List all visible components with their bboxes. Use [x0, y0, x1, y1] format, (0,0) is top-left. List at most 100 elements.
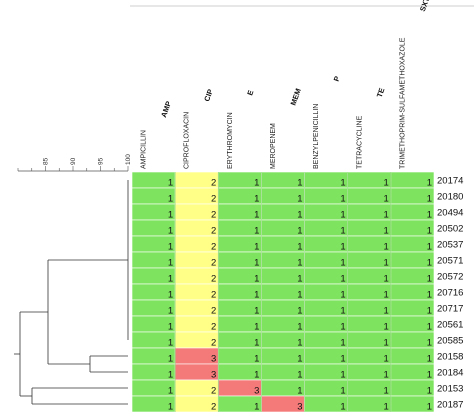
cell-value: 1	[297, 210, 302, 221]
cell-value: 1	[427, 194, 432, 205]
cell-value: 3	[211, 370, 216, 381]
cell-value: 1	[427, 402, 432, 413]
cell-value: 1	[340, 386, 345, 397]
cell-value: 1	[384, 242, 389, 253]
cell-value: 1	[254, 338, 259, 349]
cell-value: 1	[168, 386, 173, 397]
cell-value: 1	[168, 258, 173, 269]
cell-value: 1	[340, 210, 345, 221]
axis-tick-label: 95	[98, 157, 105, 165]
isolate-label: 20572	[437, 272, 463, 283]
cell-value: 1	[340, 290, 345, 301]
cell-value: 1	[297, 322, 302, 333]
cell-value: 1	[384, 226, 389, 237]
cell-value: 1	[168, 242, 173, 253]
cell-value: 1	[254, 274, 259, 285]
cell-value: 1	[254, 178, 259, 189]
antibiotic-abbreviation: MEM	[289, 87, 303, 107]
cell-value: 1	[384, 322, 389, 333]
cell-value: 1	[427, 386, 432, 397]
cell-value: 3	[297, 402, 302, 413]
cell-value: 1	[254, 194, 259, 205]
cell-value: 1	[427, 370, 432, 381]
cell-value: 1	[297, 242, 302, 253]
cell-value: 1	[340, 178, 345, 189]
cell-value: 1	[254, 226, 259, 237]
cell-value: 1	[384, 274, 389, 285]
isolate-label: 20180	[437, 192, 463, 203]
isolate-label: 20571	[437, 256, 463, 267]
isolate-label: 20585	[437, 336, 463, 347]
isolate-label: 20153	[437, 384, 463, 395]
cell-value: 1	[297, 290, 302, 301]
cell-value: 1	[168, 226, 173, 237]
cell-value: 2	[211, 178, 216, 189]
cell-value: 2	[211, 306, 216, 317]
cell-value: 1	[384, 402, 389, 413]
cell-value: 1	[427, 242, 432, 253]
cell-value: 1	[254, 322, 259, 333]
cell-value: 1	[340, 274, 345, 285]
cell-value: 1	[427, 290, 432, 301]
isolate-label: 20184	[437, 368, 463, 379]
cell-value: 1	[384, 178, 389, 189]
isolate-label: 20537	[437, 240, 463, 251]
cell-value: 1	[254, 306, 259, 317]
cell-value: 2	[211, 210, 216, 221]
axis-tick-label: 90	[70, 157, 77, 165]
cell-value: 1	[427, 226, 432, 237]
antibiotic-abbreviation: AMP	[159, 100, 173, 119]
cell-value: 1	[427, 354, 432, 365]
cell-value: 1	[427, 322, 432, 333]
cell-value: 1	[427, 258, 432, 269]
antibiotic-name: MEROPENEM	[270, 123, 277, 169]
cell-value: 1	[384, 370, 389, 381]
cell-value: 1	[384, 290, 389, 301]
dendrogram	[14, 180, 129, 405]
cell-value: 1	[168, 322, 173, 333]
cell-value: 1	[427, 210, 432, 221]
cell-value: 1	[340, 306, 345, 317]
cell-value: 1	[297, 194, 302, 205]
column-labels: AMP AMPICILLIN CIP CIPROFLOXACIN E ERYTHROMYC…	[141, 0, 432, 169]
antibiotic-abbreviation: TE	[375, 87, 387, 99]
cell-value: 1	[340, 322, 345, 333]
cell-value: 1	[297, 226, 302, 237]
antibiotic-name: CIPROFLOXACIN	[184, 112, 191, 169]
cell-value: 1	[254, 210, 259, 221]
antibiotic-name: TRIMETHOPRIM-SULFAMETHOXAZOLE	[399, 37, 406, 169]
cell-value: 1	[427, 338, 432, 349]
cell-value: 1	[254, 242, 259, 253]
cell-value: 1	[168, 194, 173, 205]
axis-tick-label: 85	[43, 157, 50, 165]
cell-value: 1	[340, 258, 345, 269]
cell-value: 1	[384, 210, 389, 221]
cell-value: 1	[384, 194, 389, 205]
axis-tick-label: 100	[125, 154, 132, 165]
cell-value: 1	[297, 354, 302, 365]
cell-value: 1	[340, 226, 345, 237]
dendrogram-axis: 85 90 95 100	[17, 154, 132, 172]
cell-value: 1	[384, 386, 389, 397]
cell-value: 2	[211, 386, 216, 397]
isolate-label: 20502	[437, 224, 463, 235]
cell-value: 2	[211, 226, 216, 237]
cell-value: 1	[168, 210, 173, 221]
isolate-label: 20158	[437, 352, 463, 363]
cell-value: 1	[384, 306, 389, 317]
cell-value: 1	[427, 274, 432, 285]
cell-value: 1	[168, 306, 173, 317]
cell-value: 1	[340, 194, 345, 205]
cell-value: 1	[168, 402, 173, 413]
cell-value: 1	[168, 354, 173, 365]
cell-value: 3	[254, 386, 259, 397]
antibiotic-abbreviation: P	[332, 75, 342, 83]
cell-value: 1	[340, 354, 345, 365]
cell-value: 1	[254, 370, 259, 381]
cell-value: 1	[297, 370, 302, 381]
isolate-label: 20561	[437, 320, 463, 331]
isolate-label: 20717	[437, 304, 463, 315]
cell-value: 1	[168, 338, 173, 349]
cell-value: 2	[211, 274, 216, 285]
